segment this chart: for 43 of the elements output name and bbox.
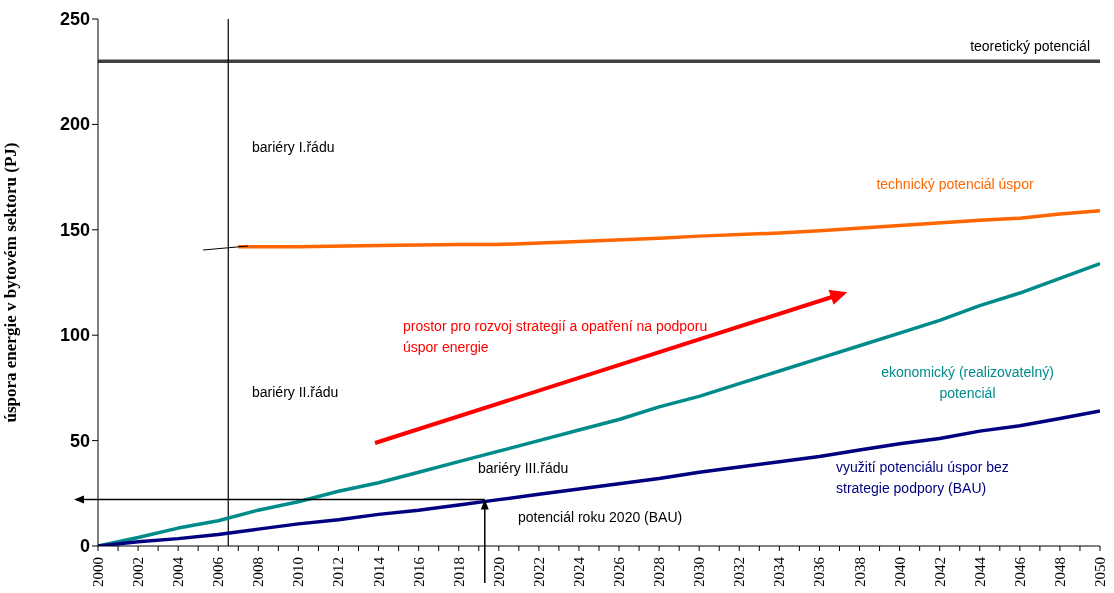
series-label: technický potenciál úspor — [875, 175, 1035, 194]
y-tick-label: 150 — [59, 219, 90, 240]
x-tick-label: 2042 — [931, 557, 948, 587]
annotation: bariéry III.řádu — [478, 459, 569, 478]
x-tick-label: 2004 — [170, 556, 187, 587]
x-tick-label: 2028 — [651, 557, 668, 587]
x-tick-label: 2024 — [570, 556, 587, 587]
y-tick-label: 100 — [59, 325, 90, 346]
x-tick-label: 2020 — [490, 557, 507, 587]
line-series — [236, 209, 1100, 249]
y-axis-title: úspora energie v bytovém sektoru (PJ) — [1, 142, 21, 423]
x-tick-label: 2016 — [410, 556, 427, 587]
x-tick-label: 2014 — [370, 556, 387, 587]
x-tick-label: 2030 — [691, 557, 708, 587]
x-tick-label: 2032 — [731, 557, 748, 587]
annotation: bariéry II.řádu — [252, 383, 339, 402]
x-tick-label: 2010 — [290, 557, 307, 587]
x-tick-label: 2000 — [90, 557, 106, 587]
x-tick-label: 2026 — [611, 556, 628, 587]
ref-line-label: teoretický potenciál — [970, 38, 1090, 55]
annotation: potenciál roku 2020 (BAU) — [518, 508, 683, 527]
x-tick-label: 2018 — [450, 557, 467, 587]
y-tick-label: 0 — [79, 536, 90, 556]
x-tick-label: 2022 — [530, 557, 547, 587]
x-tick-label: 2006 — [210, 556, 227, 587]
series-label: využití potenciálu úspor bez strategie podpory (BAU) — [836, 458, 1010, 498]
x-tick-label: 2050 — [1092, 557, 1108, 587]
x-tick-label: 2044 — [971, 556, 988, 587]
x-tick-label: 2002 — [130, 557, 147, 587]
annotation: bariéry I.řádu — [252, 138, 335, 157]
x-tick-label: 2034 — [771, 556, 788, 587]
series-label: ekonomický (realizovatelný) potenciál — [880, 363, 1055, 403]
x-tick-label: 2040 — [891, 557, 908, 587]
x-tick-label: 2048 — [1051, 557, 1068, 587]
annotation: prostor pro rozvoj strategií a opatření na podporu úspor energie — [403, 317, 709, 357]
y-tick-label: 50 — [69, 430, 90, 451]
x-tick-label: 2012 — [330, 557, 347, 587]
x-tick-label: 2008 — [250, 557, 267, 587]
x-tick-label: 2036 — [811, 556, 828, 587]
y-tick-label: 250 — [59, 9, 90, 29]
x-tick-label: 2046 — [1011, 556, 1028, 587]
x-tick-label: 2038 — [851, 557, 868, 587]
y-tick-label: 200 — [59, 114, 90, 135]
